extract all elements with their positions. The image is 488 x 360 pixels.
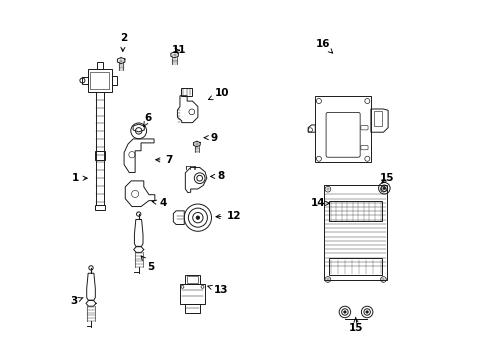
Bar: [181, 88, 191, 96]
Text: 11: 11: [172, 45, 186, 55]
Text: 3: 3: [70, 296, 83, 306]
Bar: [90, 72, 109, 89]
Bar: [95, 151, 105, 160]
Text: 6: 6: [143, 113, 152, 126]
Bar: [88, 69, 112, 92]
Text: 15: 15: [348, 317, 363, 333]
Text: 10: 10: [208, 88, 229, 100]
Bar: [328, 258, 382, 275]
Bar: [95, 205, 105, 211]
Circle shape: [343, 311, 346, 314]
Bar: [187, 276, 198, 283]
Circle shape: [365, 311, 368, 314]
Bar: [374, 111, 382, 126]
Text: 4: 4: [152, 198, 166, 208]
Circle shape: [196, 216, 199, 219]
Bar: [324, 185, 386, 280]
Text: 2: 2: [120, 33, 127, 51]
Bar: [185, 275, 199, 284]
Text: 13: 13: [207, 285, 228, 296]
Bar: [328, 201, 382, 221]
Text: 5: 5: [141, 256, 154, 272]
Bar: [315, 96, 370, 162]
Text: 9: 9: [204, 133, 217, 143]
Text: 14: 14: [310, 198, 329, 208]
Text: 1: 1: [71, 173, 87, 183]
Text: 7: 7: [156, 155, 173, 165]
Text: 8: 8: [210, 171, 224, 181]
Bar: [97, 62, 102, 69]
Circle shape: [382, 187, 385, 190]
Text: 12: 12: [216, 211, 241, 221]
Bar: [112, 76, 117, 85]
Text: 15: 15: [379, 173, 394, 183]
Bar: [184, 304, 200, 313]
Text: 16: 16: [316, 40, 332, 53]
Bar: [180, 284, 204, 304]
